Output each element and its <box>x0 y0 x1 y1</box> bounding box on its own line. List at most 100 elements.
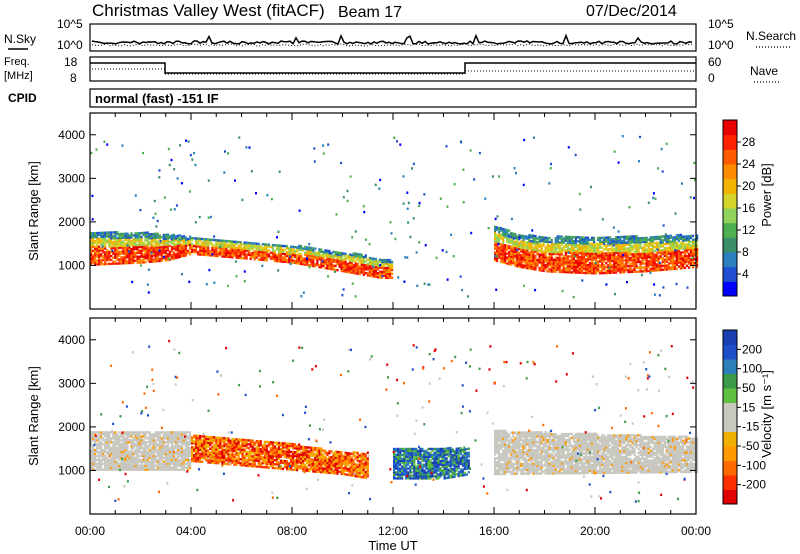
power-cell <box>526 243 529 246</box>
power-cell <box>538 259 541 262</box>
power-cell <box>510 253 513 256</box>
power-cell <box>205 246 208 249</box>
power-cell <box>324 259 327 262</box>
power-cell <box>683 245 687 248</box>
power-cell <box>156 242 159 245</box>
power-cell <box>144 245 147 248</box>
velocity-cell <box>148 466 151 469</box>
power-cell <box>508 233 511 236</box>
power-cell <box>566 261 569 264</box>
power-cell <box>635 235 638 238</box>
power-cell <box>352 252 355 255</box>
velocity-cell <box>108 441 111 444</box>
power-cell <box>568 267 571 270</box>
power-cell <box>292 259 295 262</box>
power-cell <box>91 218 94 221</box>
power-cell <box>233 252 236 255</box>
power-cell <box>170 253 173 257</box>
velocity-cell <box>152 443 155 446</box>
power-cell <box>166 254 169 258</box>
velocity-cell <box>90 454 93 458</box>
power-cell <box>671 265 674 269</box>
power-cell <box>643 250 646 253</box>
power-cell <box>635 258 638 262</box>
power-cell <box>625 243 628 246</box>
power-cell <box>582 240 586 243</box>
velocity-cell <box>148 435 151 438</box>
velocity-cell <box>112 431 115 434</box>
velocity-cell <box>100 446 103 450</box>
power-cell <box>554 268 557 271</box>
power-cell <box>152 238 155 242</box>
power-cell <box>508 258 511 262</box>
power-cell <box>174 247 177 250</box>
power-cell <box>306 261 309 265</box>
velocity-cell <box>134 443 137 446</box>
power-cell <box>334 252 337 256</box>
power-cell <box>607 269 610 273</box>
freq-panel: Freq. [MHz] 18 8 60 0 Nave <box>4 55 780 85</box>
power-cell <box>681 261 685 264</box>
power-cell <box>104 245 107 248</box>
power-cell <box>520 248 523 251</box>
power-cell <box>318 248 321 251</box>
power-cell <box>106 239 109 242</box>
power-cell <box>631 253 634 256</box>
velocity-cell <box>92 433 95 436</box>
power-cell <box>623 251 626 254</box>
power-cell <box>593 254 596 257</box>
power-cell <box>142 249 145 252</box>
power-cell <box>508 253 511 256</box>
power-cell <box>550 264 553 267</box>
power-cell <box>391 272 394 275</box>
power-cell <box>215 244 218 248</box>
power-cell <box>536 245 539 248</box>
power-cell <box>524 262 527 265</box>
power-cell <box>368 270 371 273</box>
power-cell <box>366 268 369 271</box>
power-cell <box>607 240 610 243</box>
power-cell <box>269 257 272 260</box>
power-cell <box>508 239 511 242</box>
velocity-cell <box>150 452 153 456</box>
velocity-cell <box>162 452 165 456</box>
power-cell <box>112 241 115 244</box>
velocity-cell <box>249 449 252 452</box>
power-cell <box>147 268 150 271</box>
velocity-cell <box>94 433 97 436</box>
power-cell <box>570 263 573 266</box>
power-cell <box>239 243 242 246</box>
power-cell <box>510 217 513 221</box>
power-cell <box>613 253 616 257</box>
power-cell <box>136 259 139 262</box>
power-cell <box>265 259 268 262</box>
velocity-cell <box>108 443 111 446</box>
power-cell <box>320 258 323 261</box>
power-cell <box>494 251 497 254</box>
power-cell <box>512 248 515 251</box>
power-cell <box>496 240 499 243</box>
power-cell <box>189 247 192 250</box>
power-cell <box>635 239 638 242</box>
power-cell <box>407 201 410 205</box>
power-cell <box>112 256 115 259</box>
power-cell <box>116 252 119 255</box>
power-cell <box>184 254 188 257</box>
power-cell <box>130 248 133 251</box>
power-cell <box>380 262 384 266</box>
power-cell <box>649 269 652 273</box>
velocity-cell <box>106 441 109 444</box>
velocity-cell <box>114 458 117 462</box>
power-cell <box>671 261 674 265</box>
power-cell <box>197 251 200 254</box>
velocity-cell <box>213 436 216 439</box>
power-cell <box>696 244 699 247</box>
velocity-cell <box>144 464 147 467</box>
power-cell <box>617 245 620 249</box>
power-cell <box>681 239 685 242</box>
power-cell <box>100 247 103 250</box>
power-cell <box>645 264 648 267</box>
power-cell <box>182 242 186 246</box>
velocity-cell <box>168 446 171 450</box>
power-cell <box>548 254 551 257</box>
